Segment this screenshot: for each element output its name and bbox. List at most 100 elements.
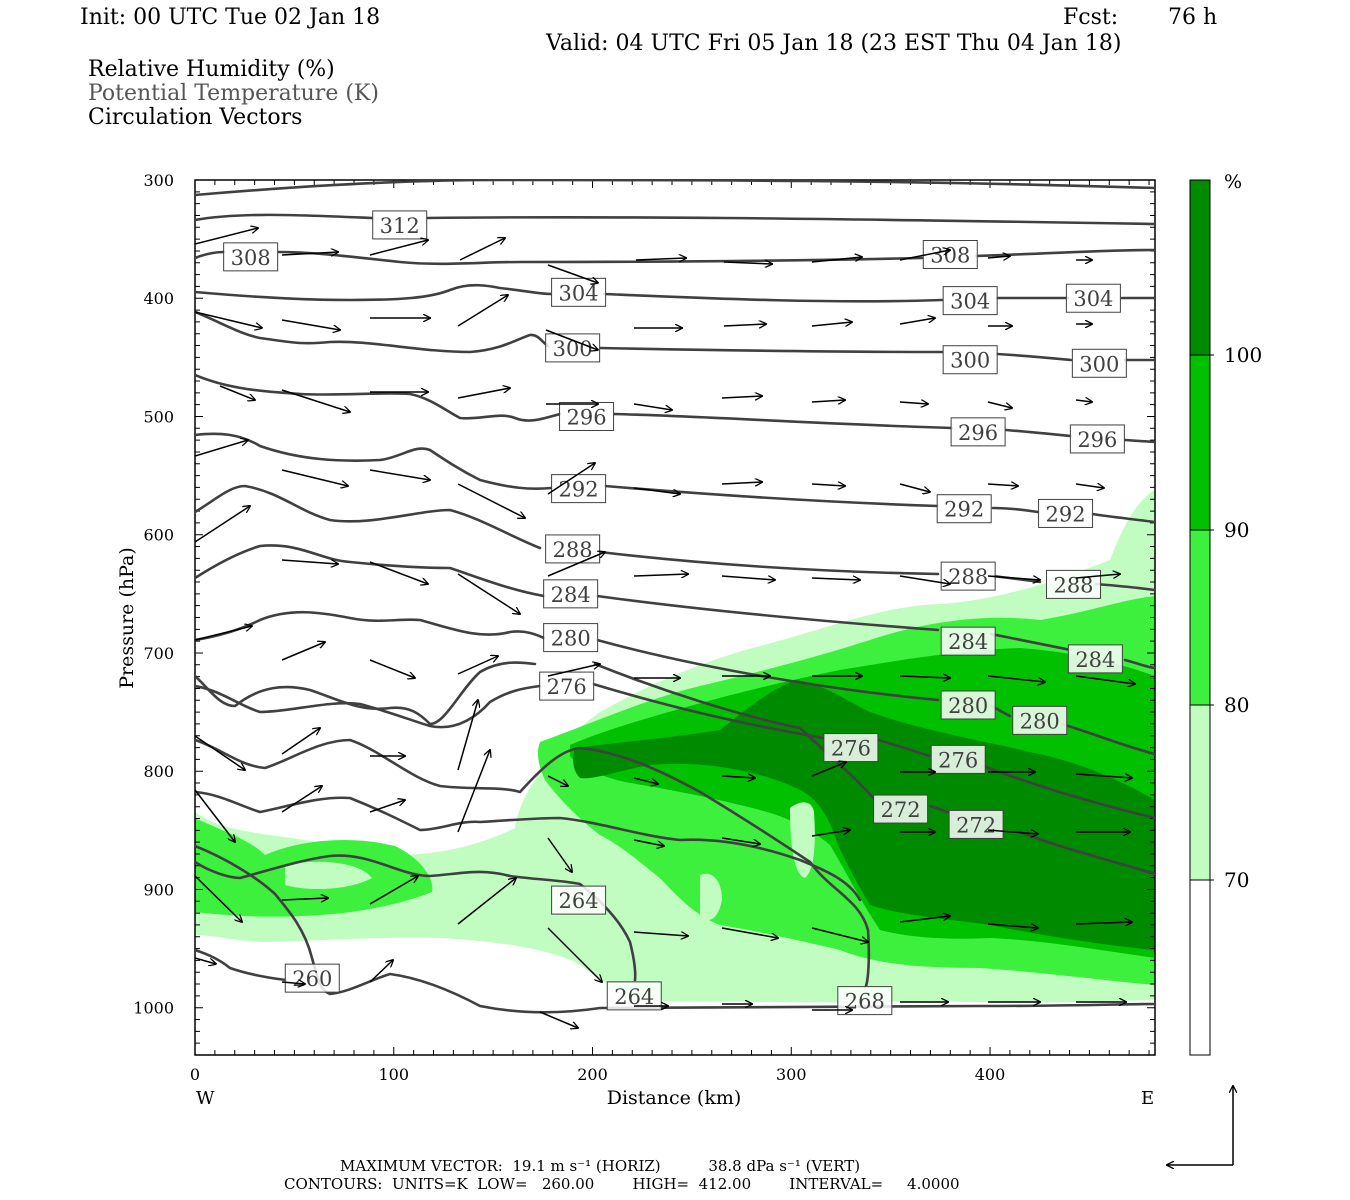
vector-arrow — [811, 762, 846, 777]
theta-300-line — [195, 310, 1155, 362]
vector-arrow — [721, 837, 760, 844]
theta-label: 308 — [922, 239, 978, 269]
theta-label: 264 — [606, 981, 662, 1011]
vector-arrow — [545, 329, 598, 350]
vector-arrow — [457, 750, 490, 833]
svg-text:296: 296 — [958, 421, 998, 445]
rh-70-gap — [195, 938, 1155, 1055]
x-tick-label: 300 — [776, 1065, 807, 1084]
theta-label: 272 — [948, 809, 1004, 839]
x-axis-left-label: W — [196, 1088, 215, 1109]
vector-arrow — [195, 228, 258, 245]
colorbar-level-100: 100 — [1224, 343, 1262, 367]
vector-arrow — [281, 469, 348, 486]
vector-arrow — [369, 240, 428, 256]
theta-304-line — [195, 283, 1155, 303]
rh-shading — [195, 490, 1155, 1055]
svg-text:304: 304 — [950, 290, 990, 314]
theta-label: 284 — [1067, 644, 1123, 674]
vector-arrow — [899, 676, 950, 678]
vector-arrow — [457, 483, 525, 518]
x-tick-label: 0 — [190, 1065, 200, 1084]
theta-label: 284 — [940, 626, 996, 656]
y-tick-label: 600 — [143, 526, 174, 545]
svg-text:288: 288 — [948, 565, 988, 589]
vector-arrow — [987, 923, 1038, 928]
rh-gap-b — [740, 855, 758, 899]
theta-label: 260 — [284, 963, 340, 993]
vector-arrow — [195, 957, 216, 964]
y-tick-label: 1000 — [133, 999, 174, 1018]
vector-arrow — [811, 257, 862, 263]
colorbar-level-80: 80 — [1224, 693, 1249, 717]
theta-268-line — [195, 738, 871, 988]
svg-text:260: 260 — [292, 967, 332, 991]
footer-contour-info: CONTOURS: UNITS=K LOW= 260.00 HIGH= 412.… — [284, 1175, 960, 1193]
svg-text:292: 292 — [1046, 502, 1086, 526]
svg-text:280: 280 — [948, 694, 988, 718]
svg-text:292: 292 — [559, 478, 599, 502]
vector-arrow — [369, 960, 393, 983]
svg-text:308: 308 — [231, 246, 271, 270]
svg-text:280: 280 — [1020, 709, 1060, 733]
theta-label: 280 — [1012, 705, 1068, 735]
vector-arrow — [811, 927, 868, 942]
svg-text:284: 284 — [1075, 648, 1115, 672]
vector-arrow — [547, 552, 605, 577]
theta-label: 288 — [940, 561, 996, 591]
vector-arrow — [635, 258, 686, 260]
vector-arrow — [1075, 574, 1120, 579]
vector-arrow — [195, 626, 252, 641]
theta-label: 296 — [950, 417, 1006, 447]
vector-arrow — [721, 776, 755, 778]
y-axis-title: Pressure (hPa) — [116, 547, 138, 689]
vector-arrow — [281, 728, 320, 755]
theta-288-line — [195, 484, 1155, 592]
vector-arrow — [899, 575, 950, 584]
vector-arrow — [457, 295, 508, 327]
forecast-label: Fcst: — [1063, 5, 1119, 30]
theta-292-line — [195, 432, 1155, 524]
axis-tick-labels: 0 100 200 300 400 300 400 500 600 700 800 900 1000 — [133, 171, 1005, 1084]
svg-text:312: 312 — [380, 214, 420, 238]
x-tick-label: 200 — [577, 1065, 608, 1084]
theta-label: 308 — [223, 242, 279, 272]
vector-arrow — [195, 875, 242, 922]
vector-arrow — [811, 484, 845, 486]
vector-arrow — [281, 389, 350, 412]
theta-label: 312 — [372, 210, 428, 240]
vector-arrow — [281, 786, 322, 813]
vector-arrow — [369, 800, 405, 813]
theta-label: 280 — [940, 690, 996, 720]
theta-label: 304 — [1065, 283, 1121, 313]
vector-arrow — [281, 252, 338, 255]
vector-arrow — [457, 388, 510, 399]
theta-label: 272 — [873, 794, 929, 824]
colorbar-level-90: 90 — [1224, 518, 1249, 542]
vector-arrow — [633, 839, 664, 846]
theta-260-line — [195, 844, 1155, 1014]
theta-label: 300 — [1071, 348, 1127, 378]
vector-arrow — [369, 469, 430, 480]
theta-label: 268 — [837, 986, 893, 1016]
theta-label: 280 — [543, 623, 599, 653]
vector-arrow — [539, 1011, 578, 1028]
vector-arrow — [899, 318, 935, 325]
svg-text:276: 276 — [831, 737, 871, 761]
svg-text:276: 276 — [547, 675, 587, 699]
vector-arrow — [547, 775, 568, 786]
theta-label: 292 — [1038, 498, 1094, 528]
vector-arrow — [281, 898, 328, 900]
vector-arrow — [811, 400, 845, 402]
reference-vector-key — [1167, 1086, 1233, 1165]
vector-arrow — [547, 927, 602, 982]
vector-arrow — [899, 402, 928, 404]
svg-text:296: 296 — [1077, 428, 1117, 452]
theta-label: 276 — [539, 671, 595, 701]
vector-arrow — [219, 385, 255, 400]
vector-arrow — [195, 789, 235, 842]
svg-text:300: 300 — [950, 349, 990, 373]
legend-circulation-vectors: Circulation Vectors — [88, 105, 303, 130]
theta-label: 288 — [1046, 569, 1102, 599]
